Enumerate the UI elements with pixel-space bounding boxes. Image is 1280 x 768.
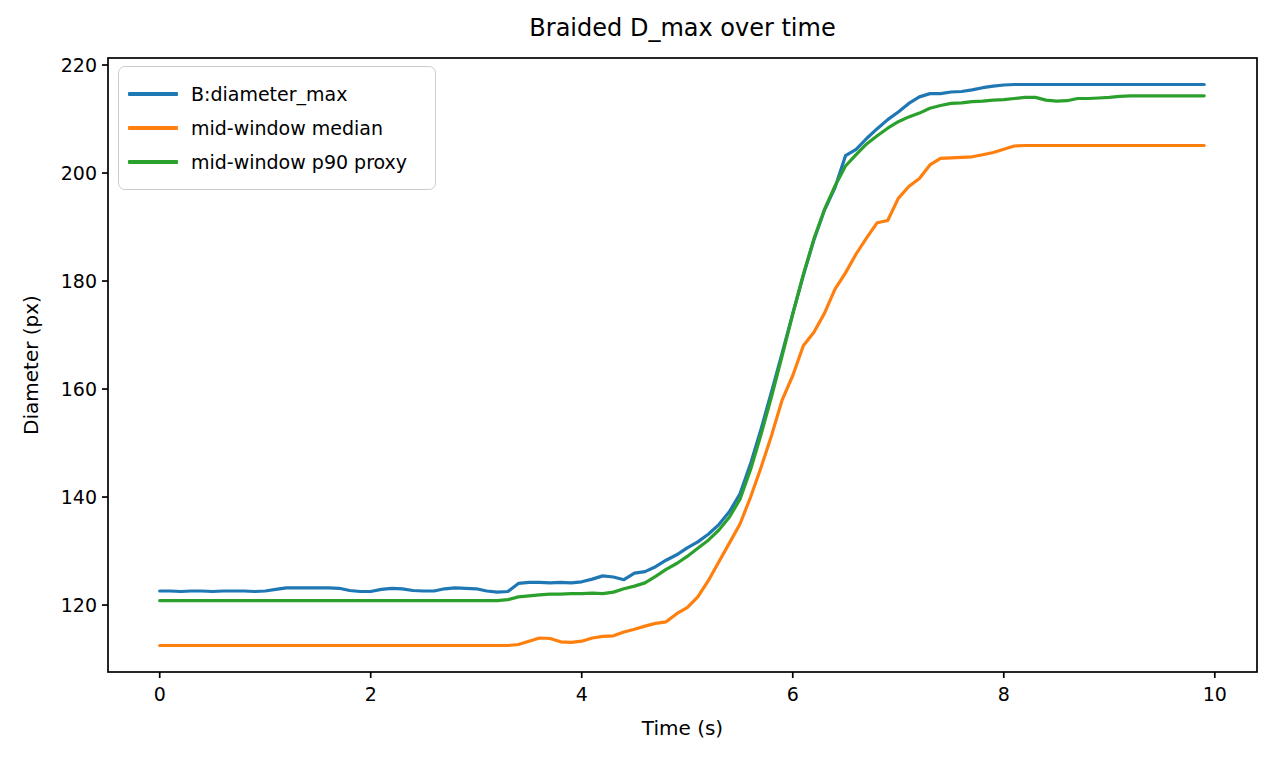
legend-item: mid-window median	[128, 111, 421, 145]
legend-label: B:diameter_max	[191, 83, 347, 105]
series-line-1	[160, 146, 1205, 646]
legend-item: mid-window p90 proxy	[128, 145, 421, 179]
x-tick-label: 8	[998, 683, 1010, 705]
y-tick-label: 140	[61, 486, 97, 508]
x-axis-label: Time (s)	[108, 716, 1257, 740]
legend-label: mid-window median	[191, 117, 383, 139]
x-tick-label: 2	[365, 683, 377, 705]
legend-line-swatch-icon	[128, 160, 178, 163]
legend-item: B:diameter_max	[128, 77, 421, 111]
figure: Braided D_max over time Time (s) Diamete…	[0, 0, 1280, 768]
legend: B:diameter_max mid-window median mid-win…	[118, 66, 436, 190]
x-tick-label: 0	[154, 683, 166, 705]
x-tick-label: 4	[576, 683, 588, 705]
y-axis-label: Diameter (px)	[19, 295, 43, 435]
x-tick-label: 10	[1203, 683, 1227, 705]
chart-title: Braided D_max over time	[108, 14, 1257, 42]
x-tick-label: 6	[787, 683, 799, 705]
y-tick-label: 160	[61, 378, 97, 400]
y-tick-label: 200	[61, 162, 97, 184]
legend-label: mid-window p90 proxy	[191, 151, 407, 173]
legend-line-swatch-icon	[128, 92, 178, 95]
y-tick-label: 120	[61, 594, 97, 616]
y-tick-label: 220	[61, 54, 97, 76]
legend-line-swatch-icon	[128, 126, 178, 129]
y-tick-label: 180	[61, 270, 97, 292]
